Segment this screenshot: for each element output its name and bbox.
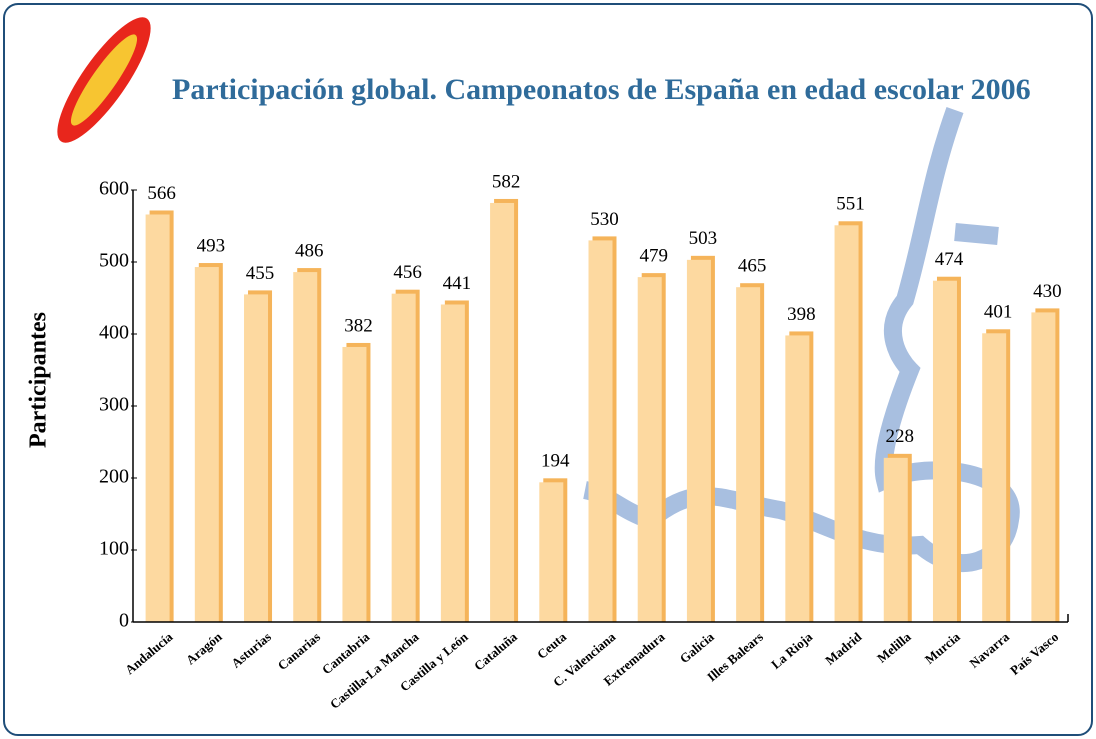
value-label: 228 <box>886 426 915 447</box>
bar <box>834 225 859 622</box>
value-label: 398 <box>787 304 816 325</box>
bar <box>342 346 367 622</box>
value-label: 456 <box>393 262 422 283</box>
value-label: 401 <box>984 302 1013 323</box>
bar <box>637 277 662 622</box>
bar <box>293 272 318 622</box>
value-label: 441 <box>443 273 472 294</box>
bar <box>932 280 957 622</box>
value-label: 194 <box>541 451 570 472</box>
value-label: 530 <box>590 209 619 230</box>
decor-river <box>954 223 999 245</box>
value-label: 566 <box>147 183 176 204</box>
bar <box>785 335 810 622</box>
logo <box>57 17 151 143</box>
y-tick-label: 400 <box>99 322 129 344</box>
y-tick-label: 500 <box>99 250 129 272</box>
bar <box>1031 312 1056 622</box>
y-axis-label: Participantes <box>26 312 52 448</box>
value-label: 551 <box>836 194 865 215</box>
value-label: 479 <box>639 245 668 266</box>
value-label: 382 <box>344 315 373 336</box>
bar <box>539 482 564 622</box>
bar <box>588 240 613 622</box>
y-tick-label: 200 <box>99 466 129 488</box>
value-label: 455 <box>246 263 275 284</box>
bar <box>391 293 416 622</box>
value-label: 503 <box>689 228 718 249</box>
value-label: 474 <box>935 249 964 270</box>
y-tick-label: 300 <box>99 394 129 416</box>
chart-title: Participación global. Campeonatos de Esp… <box>172 73 1031 106</box>
bar <box>883 457 908 622</box>
bar <box>440 304 465 622</box>
value-label: 465 <box>738 256 767 277</box>
bar <box>244 294 269 622</box>
value-label: 582 <box>492 171 521 192</box>
bar <box>194 267 219 622</box>
bar <box>490 202 515 622</box>
value-label: 486 <box>295 240 324 261</box>
y-tick-label: 100 <box>99 538 129 560</box>
value-label: 493 <box>197 235 226 256</box>
frame <box>3 3 1093 736</box>
bar <box>982 333 1007 622</box>
value-label: 430 <box>1033 281 1062 302</box>
bar <box>686 259 711 622</box>
bar <box>736 287 761 622</box>
y-tick-label: 0 <box>119 610 129 632</box>
y-tick-label: 600 <box>99 178 129 200</box>
bar <box>145 214 170 623</box>
